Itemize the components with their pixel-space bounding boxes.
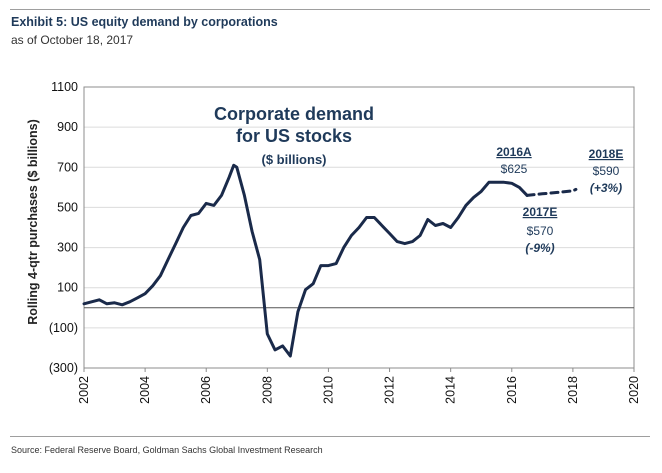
annotation-2017e-note: (-9%) bbox=[525, 241, 554, 255]
x-tick-label: 2012 bbox=[383, 376, 397, 404]
annotation-2018e-value: $590 bbox=[593, 164, 620, 178]
x-tick-label: 2018 bbox=[566, 376, 580, 404]
series-line-estimate bbox=[525, 187, 578, 197]
source-note: Source: Federal Reserve Board, Goldman S… bbox=[11, 445, 323, 455]
x-tick-label: 2016 bbox=[505, 376, 519, 404]
y-tick-label: 500 bbox=[57, 200, 78, 214]
chart-inner-title-line1: Corporate demand bbox=[214, 104, 374, 124]
y-axis-label: Rolling 4-qtr purchases ($ billions) bbox=[26, 119, 40, 325]
x-tick-label: 2010 bbox=[321, 376, 335, 404]
x-tick-label: 2004 bbox=[138, 376, 152, 404]
annotation-2017e-value: $570 bbox=[527, 224, 554, 238]
annotation-2016a-value: $625 bbox=[501, 162, 528, 176]
chart-inner-title-line2: for US stocks bbox=[236, 126, 352, 146]
annotation-2018e-label: 2018E bbox=[589, 147, 624, 161]
y-tick-label: 300 bbox=[57, 241, 78, 255]
chart-inner-subtitle: ($ billions) bbox=[262, 152, 327, 167]
x-tick-label: 2014 bbox=[444, 376, 458, 404]
y-tick-label: 1100 bbox=[51, 80, 78, 94]
annotation-2018e-note: (+3%) bbox=[590, 181, 622, 195]
plot-frame bbox=[83, 86, 635, 369]
exhibit-title: Exhibit 5: US equity demand by corporati… bbox=[11, 15, 278, 29]
top-rule bbox=[10, 9, 650, 10]
bottom-rule bbox=[10, 436, 650, 437]
y-tick-label: 100 bbox=[57, 281, 78, 295]
series-line-actual bbox=[82, 163, 529, 358]
y-tick-label: (300) bbox=[49, 361, 78, 375]
exhibit-subtitle: as of October 18, 2017 bbox=[11, 33, 134, 47]
x-tick-label: 2006 bbox=[199, 376, 213, 404]
x-tick-label: 2002 bbox=[77, 376, 91, 404]
y-tick-label: 900 bbox=[57, 120, 78, 134]
x-tick-label: 2008 bbox=[260, 376, 274, 404]
y-tick-label: (100) bbox=[49, 321, 78, 335]
y-tick-label: 700 bbox=[57, 160, 78, 174]
annotation-2016a-label: 2016A bbox=[496, 145, 532, 159]
annotation-2017e-label: 2017E bbox=[523, 205, 558, 219]
series-layer bbox=[82, 163, 578, 358]
x-tick-label: 2020 bbox=[627, 376, 641, 404]
grid-layer bbox=[84, 126, 634, 329]
axis-layer: 1100 900 700 500 300 100 (100) (300)2002 2004 200… bbox=[49, 80, 641, 404]
